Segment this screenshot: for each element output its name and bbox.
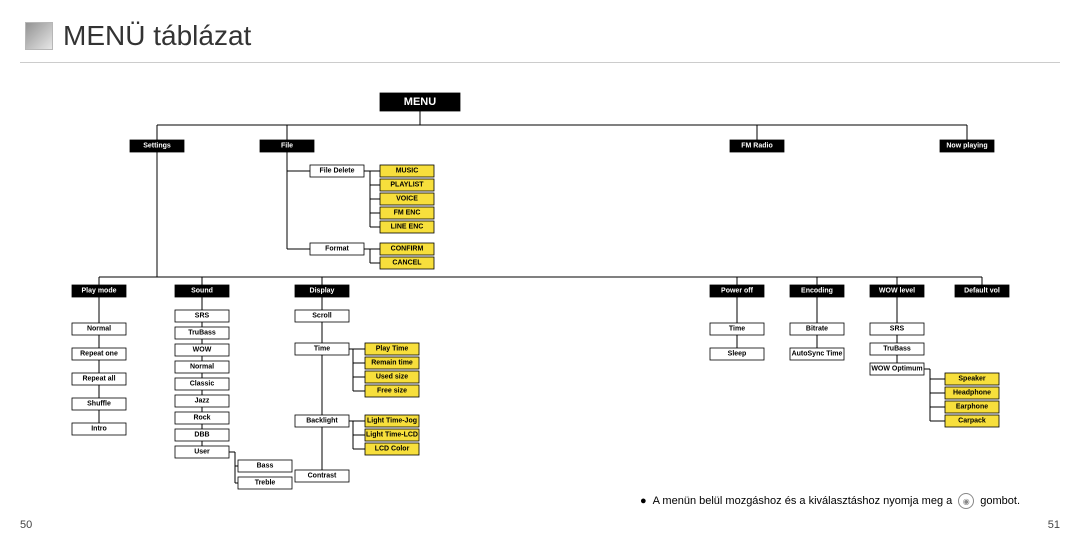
svg-text:Jazz: Jazz <box>195 398 210 405</box>
svg-text:Now playing: Now playing <box>946 143 987 150</box>
svg-text:Speaker: Speaker <box>958 376 986 383</box>
svg-text:Repeat one: Repeat one <box>80 351 118 358</box>
svg-text:Default vol: Default vol <box>964 288 1000 295</box>
svg-text:CONFIRM: CONFIRM <box>391 246 424 253</box>
svg-text:Headphone: Headphone <box>953 390 991 397</box>
svg-text:Shuffle: Shuffle <box>87 401 111 408</box>
svg-text:Backlight: Backlight <box>306 418 338 425</box>
svg-text:Contrast: Contrast <box>308 473 337 480</box>
svg-text:WOW Optimum: WOW Optimum <box>871 366 922 373</box>
svg-text:Normal: Normal <box>190 364 214 371</box>
nav-button-icon: ◉ <box>958 493 974 509</box>
svg-text:Settings: Settings <box>143 143 171 150</box>
svg-text:VOICE: VOICE <box>396 196 418 203</box>
svg-text:TruBass: TruBass <box>883 346 911 353</box>
svg-text:Light Time-Jog: Light Time-Jog <box>367 418 417 425</box>
svg-text:Treble: Treble <box>255 480 276 487</box>
page-title: MENÜ táblázat <box>63 20 251 52</box>
svg-text:LCD Color: LCD Color <box>375 446 410 453</box>
svg-text:Remain time: Remain time <box>371 360 413 367</box>
svg-text:Free size: Free size <box>377 388 407 395</box>
svg-text:SRS: SRS <box>890 326 905 333</box>
svg-text:Play Time: Play Time <box>376 346 409 353</box>
page-number-right: 51 <box>1048 519 1060 531</box>
footer-text: ● A menün belül mozgáshoz és a kiválaszt… <box>640 493 1020 509</box>
svg-text:PLAYLIST: PLAYLIST <box>390 182 424 189</box>
svg-text:FM ENC: FM ENC <box>394 210 421 217</box>
svg-text:Play mode: Play mode <box>81 288 116 295</box>
svg-text:Light Time-LCD: Light Time-LCD <box>366 432 418 439</box>
svg-text:Carpack: Carpack <box>958 418 986 425</box>
svg-text:Encoding: Encoding <box>801 288 833 295</box>
svg-text:File: File <box>281 143 293 150</box>
svg-text:Normal: Normal <box>87 326 111 333</box>
svg-text:Bass: Bass <box>257 463 274 470</box>
svg-text:Sleep: Sleep <box>728 351 747 358</box>
svg-text:Earphone: Earphone <box>956 404 988 411</box>
svg-text:User: User <box>194 449 210 456</box>
svg-text:Display: Display <box>310 288 335 295</box>
svg-text:TruBass: TruBass <box>188 330 216 337</box>
header-rule <box>20 62 1060 63</box>
svg-text:Scroll: Scroll <box>312 313 332 320</box>
svg-text:Sound: Sound <box>191 288 213 295</box>
page-header: MENÜ táblázat <box>25 20 251 52</box>
svg-text:Rock: Rock <box>193 415 210 422</box>
svg-text:Time: Time <box>729 326 745 333</box>
svg-text:WOW: WOW <box>193 347 212 354</box>
svg-text:Classic: Classic <box>190 381 215 388</box>
menu-tree-diagram: MENU Settings File FM Radio Now playing File … <box>0 85 1080 515</box>
footer-msg: A menün belül mozgáshoz és a kiválasztás… <box>653 495 953 507</box>
svg-text:Repeat all: Repeat all <box>82 376 115 383</box>
svg-text:Intro: Intro <box>91 426 107 433</box>
svg-text:SRS: SRS <box>195 313 210 320</box>
page-number-left: 50 <box>20 519 32 531</box>
footer-after: gombot. <box>980 495 1020 507</box>
svg-text:Power off: Power off <box>721 288 754 295</box>
footer-bullet: ● <box>640 495 647 507</box>
svg-text:Time: Time <box>314 346 330 353</box>
svg-text:Bitrate: Bitrate <box>806 326 828 333</box>
svg-text:MUSIC: MUSIC <box>396 168 419 175</box>
svg-text:FM Radio: FM Radio <box>741 143 773 150</box>
svg-text:Used size: Used size <box>376 374 408 381</box>
svg-text:File Delete: File Delete <box>319 168 354 175</box>
header-decor <box>25 22 53 50</box>
svg-text:WOW level: WOW level <box>879 288 915 295</box>
svg-text:AutoSync Time: AutoSync Time <box>792 351 843 358</box>
svg-text:CANCEL: CANCEL <box>392 260 422 267</box>
svg-text:Format: Format <box>325 246 349 253</box>
svg-text:MENU: MENU <box>404 96 436 108</box>
svg-text:DBB: DBB <box>194 432 209 439</box>
svg-text:LINE ENC: LINE ENC <box>391 224 424 231</box>
